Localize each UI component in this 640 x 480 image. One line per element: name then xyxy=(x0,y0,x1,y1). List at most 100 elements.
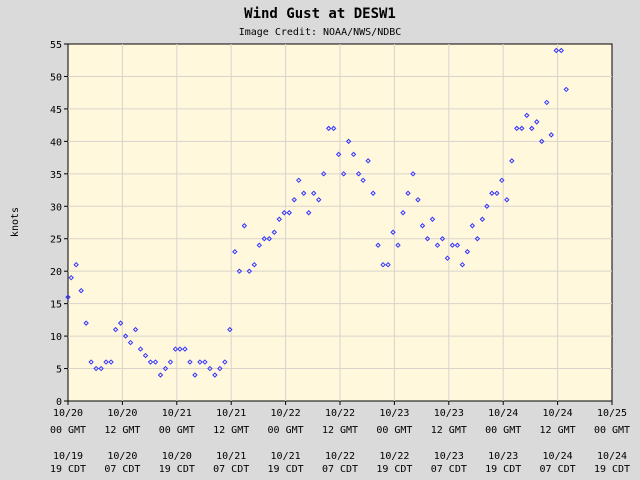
data-point xyxy=(350,151,357,158)
data-point xyxy=(469,223,476,229)
data-point xyxy=(207,365,213,372)
x-tick-label-cdt-date: 10/23 xyxy=(434,451,464,462)
data-point xyxy=(301,190,307,196)
data-point xyxy=(410,171,416,177)
x-tick-label-gmt-time: 12 GMT xyxy=(431,425,467,436)
x-tick-label-gmt-date: 10/25 xyxy=(597,408,627,419)
data-point xyxy=(212,372,218,378)
data-point xyxy=(360,177,366,184)
data-point xyxy=(499,177,505,184)
data-point xyxy=(306,210,312,216)
data-point xyxy=(93,365,99,372)
y-tick-label: 10 xyxy=(50,332,62,343)
x-tick-label-cdt-date: 10/24 xyxy=(543,451,573,462)
data-point xyxy=(514,125,520,132)
x-tick-label-gmt-time: 12 GMT xyxy=(104,425,140,436)
x-tick-label-gmt-date: 10/24 xyxy=(488,408,518,419)
data-point xyxy=(534,119,540,125)
data-point xyxy=(142,352,149,359)
data-point xyxy=(88,359,94,365)
x-tick-label-cdt-time: 19 CDT xyxy=(50,464,86,475)
data-point xyxy=(524,112,530,119)
data-point xyxy=(558,47,564,54)
data-point xyxy=(187,359,193,365)
data-point xyxy=(202,359,208,365)
data-point xyxy=(474,236,481,242)
chart-title: Wind Gust at DESW1 xyxy=(244,6,396,22)
data-point xyxy=(539,138,545,145)
x-tick-label-gmt-time: 00 GMT xyxy=(485,425,521,436)
x-tick-label-cdt-time: 07 CDT xyxy=(431,464,467,475)
data-point xyxy=(390,229,396,235)
x-tick-label-gmt-time: 12 GMT xyxy=(540,425,576,436)
y-axis-ticks: 0 5 10 15 20 25 30 35 40 45 50 55 xyxy=(50,40,68,408)
x-tick-label-gmt-date: 10/21 xyxy=(216,408,246,419)
data-point xyxy=(345,138,352,145)
data-point xyxy=(217,365,223,372)
x-tick-label-gmt-time: 00 GMT xyxy=(594,425,630,436)
y-tick-label: 0 xyxy=(56,397,62,408)
data-point xyxy=(236,268,243,274)
data-point xyxy=(286,210,292,216)
data-point xyxy=(325,125,332,132)
data-point xyxy=(222,359,228,365)
data-point xyxy=(147,359,154,365)
data-point xyxy=(464,249,471,255)
data-point xyxy=(73,261,79,268)
data-point xyxy=(281,210,287,216)
data-point xyxy=(127,339,134,346)
data-point xyxy=(405,190,411,196)
x-tick-label-cdt-time: 07 CDT xyxy=(322,464,358,475)
x-tick-label-gmt-time: 00 GMT xyxy=(50,425,86,436)
data-point xyxy=(395,242,401,248)
data-point xyxy=(444,255,451,261)
data-point xyxy=(415,197,421,203)
x-tick-label-cdt-date: 10/19 xyxy=(53,451,83,462)
data-point xyxy=(563,86,569,93)
data-point xyxy=(519,125,525,132)
grid-lines xyxy=(68,44,612,401)
data-point xyxy=(83,320,89,326)
data-point xyxy=(320,171,327,177)
x-tick-label-cdt-time: 19 CDT xyxy=(376,464,412,475)
data-point xyxy=(172,346,179,352)
data-point xyxy=(385,261,391,268)
data-point xyxy=(489,190,495,196)
data-point xyxy=(241,223,248,229)
x-tick-label-gmt-time: 00 GMT xyxy=(376,425,412,436)
x-tick-label-gmt-date: 10/22 xyxy=(325,408,355,419)
data-point xyxy=(439,236,446,242)
data-point xyxy=(459,261,466,268)
x-tick-label-cdt-time: 07 CDT xyxy=(104,464,140,475)
x-tick-label-gmt-time: 12 GMT xyxy=(322,425,358,436)
x-tick-label-gmt-date: 10/21 xyxy=(162,408,192,419)
data-point xyxy=(117,320,124,326)
data-point xyxy=(340,171,347,177)
y-tick-label: 40 xyxy=(50,137,62,148)
data-point xyxy=(529,125,535,132)
x-tick-label-gmt-date: 10/20 xyxy=(107,408,137,419)
x-tick-label-gmt-date: 10/23 xyxy=(434,408,464,419)
data-point xyxy=(291,197,297,203)
x-tick-label-gmt-time: 12 GMT xyxy=(213,425,249,436)
data-point xyxy=(400,210,406,216)
data-point xyxy=(157,372,164,378)
x-tick-label-cdt-time: 19 CDT xyxy=(594,464,630,475)
data-point xyxy=(276,216,282,222)
x-tick-label-cdt-date: 10/20 xyxy=(107,451,137,462)
data-point xyxy=(296,177,302,184)
data-point xyxy=(335,151,342,158)
x-tick-label-gmt-date: 10/22 xyxy=(271,408,301,419)
data-point xyxy=(548,132,554,138)
data-point xyxy=(365,158,371,164)
chart-subtitle: Image Credit: NOAA/NWS/NDBC xyxy=(239,27,402,38)
data-point xyxy=(65,294,71,300)
x-tick-label-cdt-time: 19 CDT xyxy=(485,464,521,475)
y-tick-label: 55 xyxy=(50,40,62,51)
x-tick-label-cdt-date: 10/21 xyxy=(216,451,246,462)
data-point xyxy=(177,346,183,352)
data-point xyxy=(103,359,109,365)
data-point xyxy=(355,171,362,177)
y-tick-label: 5 xyxy=(56,365,62,376)
data-point xyxy=(375,242,381,248)
